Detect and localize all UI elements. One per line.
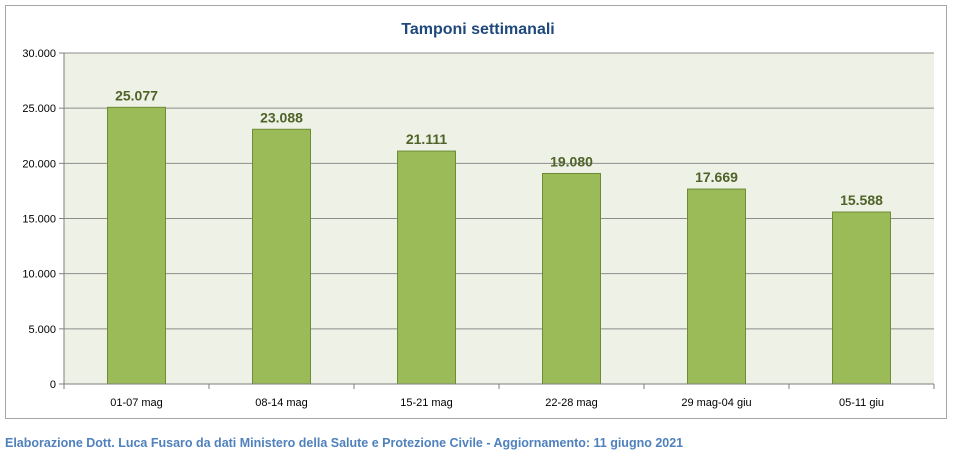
bar-chart: Tamponi settimanali 25.077 23.088 21.111 19…: [22, 21, 935, 409]
chart-frame: Tamponi settimanali 25.077 23.088 21.111 19…: [5, 5, 947, 419]
y-tick-label: 20.000: [22, 158, 56, 170]
y-tick-label: 15.000: [22, 214, 56, 226]
bar: [687, 188, 746, 385]
bar: [832, 211, 891, 385]
y-tick-label: 10.000: [22, 269, 56, 281]
y-tick-label: 0: [50, 379, 56, 391]
source-note: Elaborazione Dott. Luca Fusaro da dati M…: [5, 436, 684, 450]
chart-title: Tamponi settimanali: [401, 21, 555, 38]
x-tick-label: 29 mag-04 giu: [681, 397, 751, 409]
bars: [107, 106, 891, 385]
bar: [397, 150, 456, 385]
bar-value-label: 23.088: [260, 109, 303, 125]
x-axis: 01-07 mag 08-14 mag 15-21 mag 22-28 mag 29 m…: [63, 383, 935, 409]
bar-value-label: 15.588: [840, 192, 883, 208]
gridlines: [64, 52, 934, 330]
y-axis: 0 5.000 10.000 15.000 20.000 25.000 30.000: [22, 48, 65, 391]
bar-value-label: 19.080: [550, 153, 593, 169]
y-tick-label: 25.000: [22, 103, 56, 115]
x-tick-label: 22-28 mag: [545, 397, 598, 409]
x-tick-label: 15-21 mag: [400, 397, 453, 409]
y-tick-label: 30.000: [22, 48, 56, 60]
bar-value-label: 17.669: [695, 169, 738, 185]
bar: [107, 106, 166, 385]
x-tick-label: 01-07 mag: [110, 397, 163, 409]
value-labels: 25.077 23.088 21.111 19.080 17.669 15.588: [115, 87, 883, 208]
bar-value-label: 25.077: [115, 87, 158, 103]
bar: [542, 172, 601, 385]
bar-value-label: 21.111: [406, 131, 447, 147]
x-tick-label: 05-11 giu: [839, 397, 884, 409]
y-tick-label: 5.000: [28, 324, 56, 336]
bar: [252, 128, 311, 385]
x-tick-label: 08-14 mag: [255, 397, 308, 409]
